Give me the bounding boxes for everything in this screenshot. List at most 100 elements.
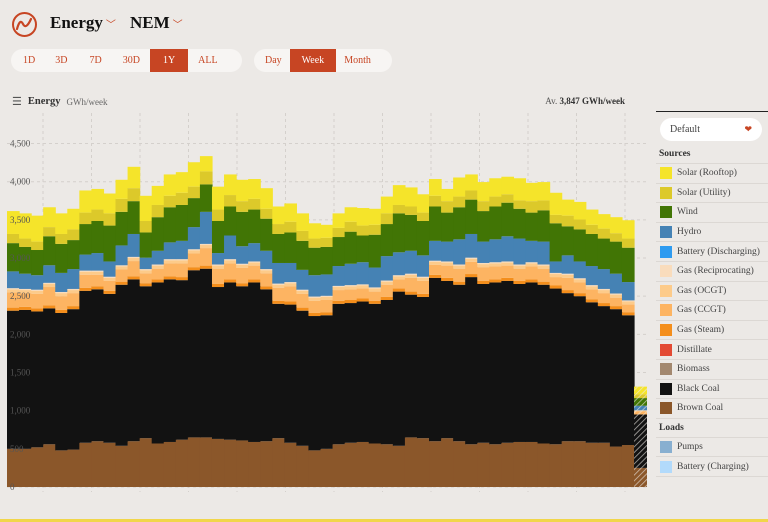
bar-segment-black-coal[interactable] xyxy=(260,289,273,442)
bar-segment-gas-reciprocating[interactable] xyxy=(139,269,153,271)
bar-segment-brown-coal[interactable] xyxy=(537,443,551,487)
bar-segment-brown-coal[interactable] xyxy=(332,444,346,487)
legend-item[interactable]: Gas (OCGT) xyxy=(656,282,768,302)
bar-segment-brown-coal[interactable] xyxy=(260,441,273,487)
bar-segment-gas-ccgt[interactable] xyxy=(115,269,129,282)
bar-segment-gas-steam[interactable] xyxy=(549,285,563,289)
bar-segment-gas-steam[interactable] xyxy=(248,279,261,283)
bar-segment-gas-reciprocating[interactable] xyxy=(248,261,261,263)
bar-segment-gas-reciprocating[interactable] xyxy=(344,285,358,287)
bar-segment-hydro[interactable] xyxy=(404,250,418,274)
bar-segment-solar-rooftop[interactable] xyxy=(597,214,611,229)
bar-segment-gas-steam[interactable] xyxy=(609,306,623,310)
bar-segment-solar-rooftop[interactable] xyxy=(175,172,189,193)
bar-segment-gas-steam[interactable] xyxy=(19,306,32,310)
bar-segment-hydro[interactable] xyxy=(489,239,502,263)
bar-segment-gas-steam[interactable] xyxy=(199,265,213,269)
bar-segment-gas-ccgt[interactable] xyxy=(392,279,406,289)
bar-segment-black-coal[interactable] xyxy=(187,270,201,438)
bar-segment-gas-reciprocating[interactable] xyxy=(429,260,442,262)
bar-segment-solar-utility[interactable] xyxy=(7,233,20,244)
bar-segment-gas-ccgt[interactable] xyxy=(19,293,32,307)
bar-segment-gas-reciprocating[interactable] xyxy=(224,259,237,261)
bar-segment-hydro[interactable] xyxy=(416,255,430,277)
bar-segment-gas-ocgt[interactable] xyxy=(513,265,527,269)
bar-segment-gas-steam[interactable] xyxy=(296,307,310,311)
bar-segment-gas-ccgt[interactable] xyxy=(296,293,310,308)
bar-segment-solar-rooftop[interactable] xyxy=(127,166,141,189)
bar-segment-brown-coal[interactable] xyxy=(489,444,502,487)
bar-segment-gas-ccgt[interactable] xyxy=(103,280,117,291)
bar-segment-wind[interactable] xyxy=(127,201,141,234)
bar-segment-brown-coal[interactable] xyxy=(284,442,297,487)
bar-segment-gas-steam[interactable] xyxy=(597,303,611,307)
bar-segment-gas-reciprocating[interactable] xyxy=(91,270,105,272)
bar-segment-solar-rooftop[interactable] xyxy=(151,185,165,205)
bar-segment-gas-reciprocating[interactable] xyxy=(308,296,322,298)
bar-segment-wind[interactable] xyxy=(211,221,225,254)
bar-segment-gas-ocgt[interactable] xyxy=(43,283,56,288)
bar-segment-gas-ccgt[interactable] xyxy=(139,273,153,284)
bar-segment-gas-ccgt[interactable] xyxy=(489,266,502,280)
bar-segment-brown-coal[interactable] xyxy=(31,447,44,487)
bar-segment-solar-rooftop[interactable] xyxy=(368,208,382,225)
bar-segment-solar-rooftop[interactable] xyxy=(585,209,599,225)
region-selector[interactable]: NEM ﹀ xyxy=(130,13,183,33)
legend-item[interactable]: Distillate xyxy=(656,340,768,360)
bar-segment-hydro[interactable] xyxy=(103,261,117,277)
bar-segment-gas-steam[interactable] xyxy=(79,287,93,291)
bar-segment-solar-rooftop[interactable] xyxy=(477,182,490,202)
bar-segment-gas-reciprocating[interactable] xyxy=(573,278,587,280)
bar-segment-brown-coal[interactable] xyxy=(175,439,189,487)
bar-segment-solar-rooftop[interactable] xyxy=(55,213,68,234)
bar-segment-gas-ccgt[interactable] xyxy=(260,273,273,287)
bar-segment-black-coal[interactable] xyxy=(489,282,502,445)
bar-segment-solar-rooftop[interactable] xyxy=(416,194,430,213)
bar-segment-wind[interactable] xyxy=(392,213,406,253)
bar-segment-gas-steam[interactable] xyxy=(429,274,442,278)
bar-segment-hydro[interactable] xyxy=(344,263,358,286)
bar-segment-gas-ccgt[interactable] xyxy=(621,304,635,313)
bar-segment-gas-reciprocating[interactable] xyxy=(525,262,539,264)
bar-segment-solar-rooftop[interactable] xyxy=(561,199,575,216)
bar-segment-brown-coal[interactable] xyxy=(525,441,539,487)
bar-segment-wind[interactable] xyxy=(187,198,201,228)
bar-segment-wind[interactable] xyxy=(43,236,56,266)
bar-segment-wind[interactable] xyxy=(561,226,575,256)
bar-segment-hydro[interactable] xyxy=(609,273,623,294)
bar-segment-black-coal[interactable] xyxy=(296,310,310,446)
bar-segment-gas-ocgt[interactable] xyxy=(525,263,539,267)
bar-segment-black-coal[interactable] xyxy=(67,309,80,450)
bar-segment-gas-ccgt[interactable] xyxy=(127,261,141,277)
bar-segment-gas-reciprocating[interactable] xyxy=(597,288,611,291)
bar-segment-gas-ccgt[interactable] xyxy=(272,287,285,301)
bar-segment-gas-reciprocating[interactable] xyxy=(199,243,213,246)
bar-segment-brown-coal[interactable] xyxy=(392,445,406,487)
bar-segment-brown-coal[interactable] xyxy=(19,448,32,487)
bar-segment-gas-ocgt[interactable] xyxy=(260,270,273,274)
bar-segment-gas-steam[interactable] xyxy=(477,280,490,284)
bar-segment-black-coal[interactable] xyxy=(501,280,515,443)
bar-segment-black-coal[interactable] xyxy=(308,316,322,451)
bar-segment-gas-ocgt[interactable] xyxy=(332,287,346,291)
bar-segment-gas-ccgt[interactable] xyxy=(513,268,527,281)
bar-segment-hydro[interactable] xyxy=(43,265,56,283)
bar-segment-solar-rooftop[interactable] xyxy=(320,224,334,238)
bar-segment-brown-coal[interactable] xyxy=(236,440,249,487)
bar-segment-wind[interactable] xyxy=(513,208,527,239)
bar-segment-gas-ccgt[interactable] xyxy=(453,268,466,282)
bar-segment-hydro[interactable] xyxy=(236,246,249,264)
bar-segment-brown-coal[interactable] xyxy=(308,450,322,487)
bar-segment-gas-ocgt[interactable] xyxy=(19,290,32,294)
bar-segment-wind[interactable] xyxy=(320,246,334,275)
bar-segment-solar-utility[interactable] xyxy=(67,229,80,241)
bar-segment-gas-steam[interactable] xyxy=(187,267,201,271)
bar-segment-hydro[interactable] xyxy=(19,273,32,289)
bar-segment-gas-ccgt[interactable] xyxy=(163,263,177,277)
bar-segment-gas-steam[interactable] xyxy=(308,312,322,317)
bar-segment-solar-rooftop[interactable] xyxy=(91,188,105,210)
bar-segment-wind[interactable] xyxy=(308,247,322,276)
bar-segment-solar-utility[interactable] xyxy=(441,201,454,213)
bar-segment-solar-utility[interactable] xyxy=(332,227,346,238)
bar-segment-gas-reciprocating[interactable] xyxy=(404,273,418,275)
